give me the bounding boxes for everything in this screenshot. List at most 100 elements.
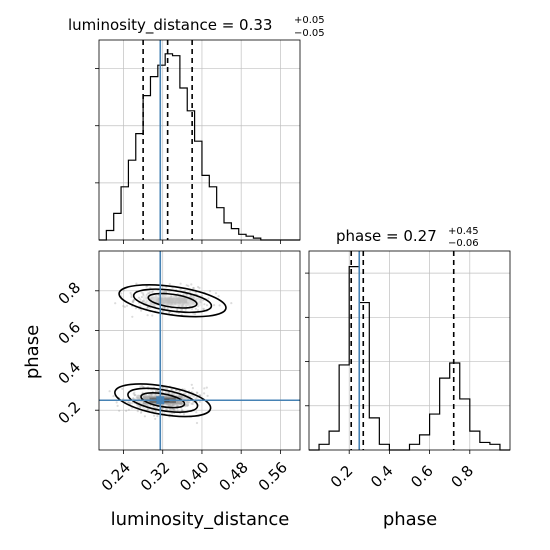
- joint-scatter-point: [146, 408, 149, 411]
- joint-scatter-point: [171, 408, 174, 411]
- joint-scatter-point: [164, 391, 167, 394]
- joint-scatter-point: [202, 299, 205, 302]
- joint-scatter-point: [195, 396, 199, 399]
- joint-scatter-point: [196, 391, 199, 395]
- joint-scatter-point: [145, 285, 148, 288]
- joint-scatter-point: [122, 289, 125, 292]
- joint-scatter-point: [217, 295, 220, 298]
- joint-scatter-point: [179, 288, 182, 291]
- ylabel-phase: phase: [22, 325, 43, 379]
- joint-scatter-point: [190, 402, 193, 405]
- title-luminosity-distance: luminosity_distance = 0.33 +0.05 −0.05: [68, 15, 325, 39]
- joint-scatter-point: [176, 308, 179, 311]
- joint-scatter-point: [168, 392, 171, 395]
- joint-scatter-point: [131, 300, 134, 303]
- joint-scatter-point: [133, 394, 136, 397]
- joint-scatter-point: [129, 291, 132, 295]
- joint-scatter-point: [163, 290, 166, 294]
- joint-scatter-point: [162, 386, 165, 389]
- joint-scatter-point: [139, 298, 142, 301]
- joint-contour-1-1: [132, 288, 213, 314]
- joint-scatter-point: [190, 307, 194, 310]
- title-ld-minus: −0.05: [294, 28, 325, 39]
- joint-scatter-point: [195, 421, 199, 425]
- joint-scatter-point: [185, 284, 188, 287]
- joint-scatter-point: [182, 413, 186, 416]
- joint-scatter-point: [203, 387, 206, 390]
- joint-frame: [98, 250, 301, 451]
- joint-scatter-point: [163, 412, 166, 415]
- joint-scatter-point: [206, 394, 209, 397]
- joint-scatter-point: [194, 307, 197, 310]
- joint-scatter-point: [140, 295, 143, 299]
- xlabel-luminosity-distance: luminosity_distance: [111, 509, 290, 530]
- joint-xticklabel-4: 0.56: [255, 458, 291, 494]
- joint-scatter-point: [230, 302, 233, 305]
- joint-scatter-point: [164, 386, 167, 389]
- joint-scatter-point: [163, 306, 166, 310]
- joint-contour-1-2: [147, 292, 198, 309]
- joint-scatter-point: [166, 387, 169, 391]
- joint-scatter-point: [136, 410, 139, 413]
- joint-yticklabel-1: 0.4: [55, 358, 85, 388]
- joint-scatter-point: [116, 404, 119, 407]
- joint-scatter-point: [181, 308, 184, 312]
- title-phase: phase = 0.27 +0.45 −0.06: [336, 226, 479, 249]
- joint-scatter-point: [213, 304, 216, 307]
- joint-scatter-point: [168, 290, 171, 293]
- joint-scatter-point: [127, 401, 130, 404]
- joint-scatter-point: [153, 414, 156, 417]
- joint-scatter-point: [140, 410, 143, 413]
- joint-scatter-point: [154, 390, 157, 393]
- joint-scatter-point: [122, 304, 125, 308]
- joint-scatter-point: [168, 391, 171, 394]
- phase-hist-frame: [308, 250, 511, 451]
- joint-scatter-point: [127, 408, 130, 411]
- phase-hist-histline: [309, 266, 510, 451]
- joint-scatter-point: [191, 402, 194, 406]
- joint-scatter-point: [207, 297, 210, 300]
- joint-scatter-point: [178, 390, 181, 393]
- joint-scatter-point: [198, 400, 201, 403]
- joint-scatter-point: [130, 293, 133, 296]
- joint-scatter-point: [165, 408, 168, 411]
- joint-scatter-point: [139, 385, 142, 388]
- phase-hist-xticklabel-0: 0.2: [327, 462, 357, 492]
- joint-scatter-point: [132, 300, 135, 303]
- ld-hist-frame: [98, 39, 301, 241]
- joint-contour-panel: 0.24 0.32 0.40 0.48 0.56 0.2 0.4 0.6 0.8: [55, 250, 301, 495]
- joint-scatter-point: [195, 411, 198, 414]
- joint-scatter-point: [184, 308, 187, 311]
- joint-xticklabel-0: 0.24: [98, 458, 134, 494]
- joint-scatter-point: [127, 400, 130, 404]
- joint-scatter-point: [156, 390, 159, 393]
- joint-scatter-point: [145, 293, 148, 296]
- joint-scatter-point: [151, 314, 154, 317]
- title-phase-minus: −0.06: [448, 238, 479, 249]
- joint-scatter-point: [146, 408, 149, 411]
- joint-scatter-point: [139, 411, 143, 414]
- joint-scatter-point: [132, 299, 135, 302]
- joint-scatter-point: [148, 306, 151, 309]
- title-ld-text: luminosity_distance = 0.33: [68, 16, 272, 35]
- joint-scatter-point: [130, 295, 133, 298]
- joint-scatter-point: [198, 394, 202, 397]
- joint-scatter-point: [130, 402, 134, 405]
- joint-scatter-point: [180, 409, 184, 412]
- joint-scatter-point: [187, 284, 190, 287]
- joint-scatter-point: [169, 408, 172, 411]
- joint-xticklabel-2: 0.40: [176, 458, 212, 494]
- luminosity-distance-histogram: [95, 39, 301, 244]
- joint-scatter-point: [202, 307, 205, 310]
- title-ld-plus: +0.05: [294, 15, 325, 26]
- joint-scatter-point: [125, 304, 129, 307]
- joint-scatter-point: [208, 290, 212, 293]
- joint-scatter-point: [182, 293, 185, 296]
- title-phase-text: phase = 0.27: [336, 227, 437, 245]
- joint-scatter-point: [167, 311, 171, 314]
- joint-scatter-point: [189, 395, 192, 398]
- joint-scatter-point: [205, 304, 209, 307]
- joint-scatter-point: [148, 291, 152, 294]
- joint-scatter-point: [195, 391, 198, 394]
- joint-scatter-point: [165, 290, 168, 294]
